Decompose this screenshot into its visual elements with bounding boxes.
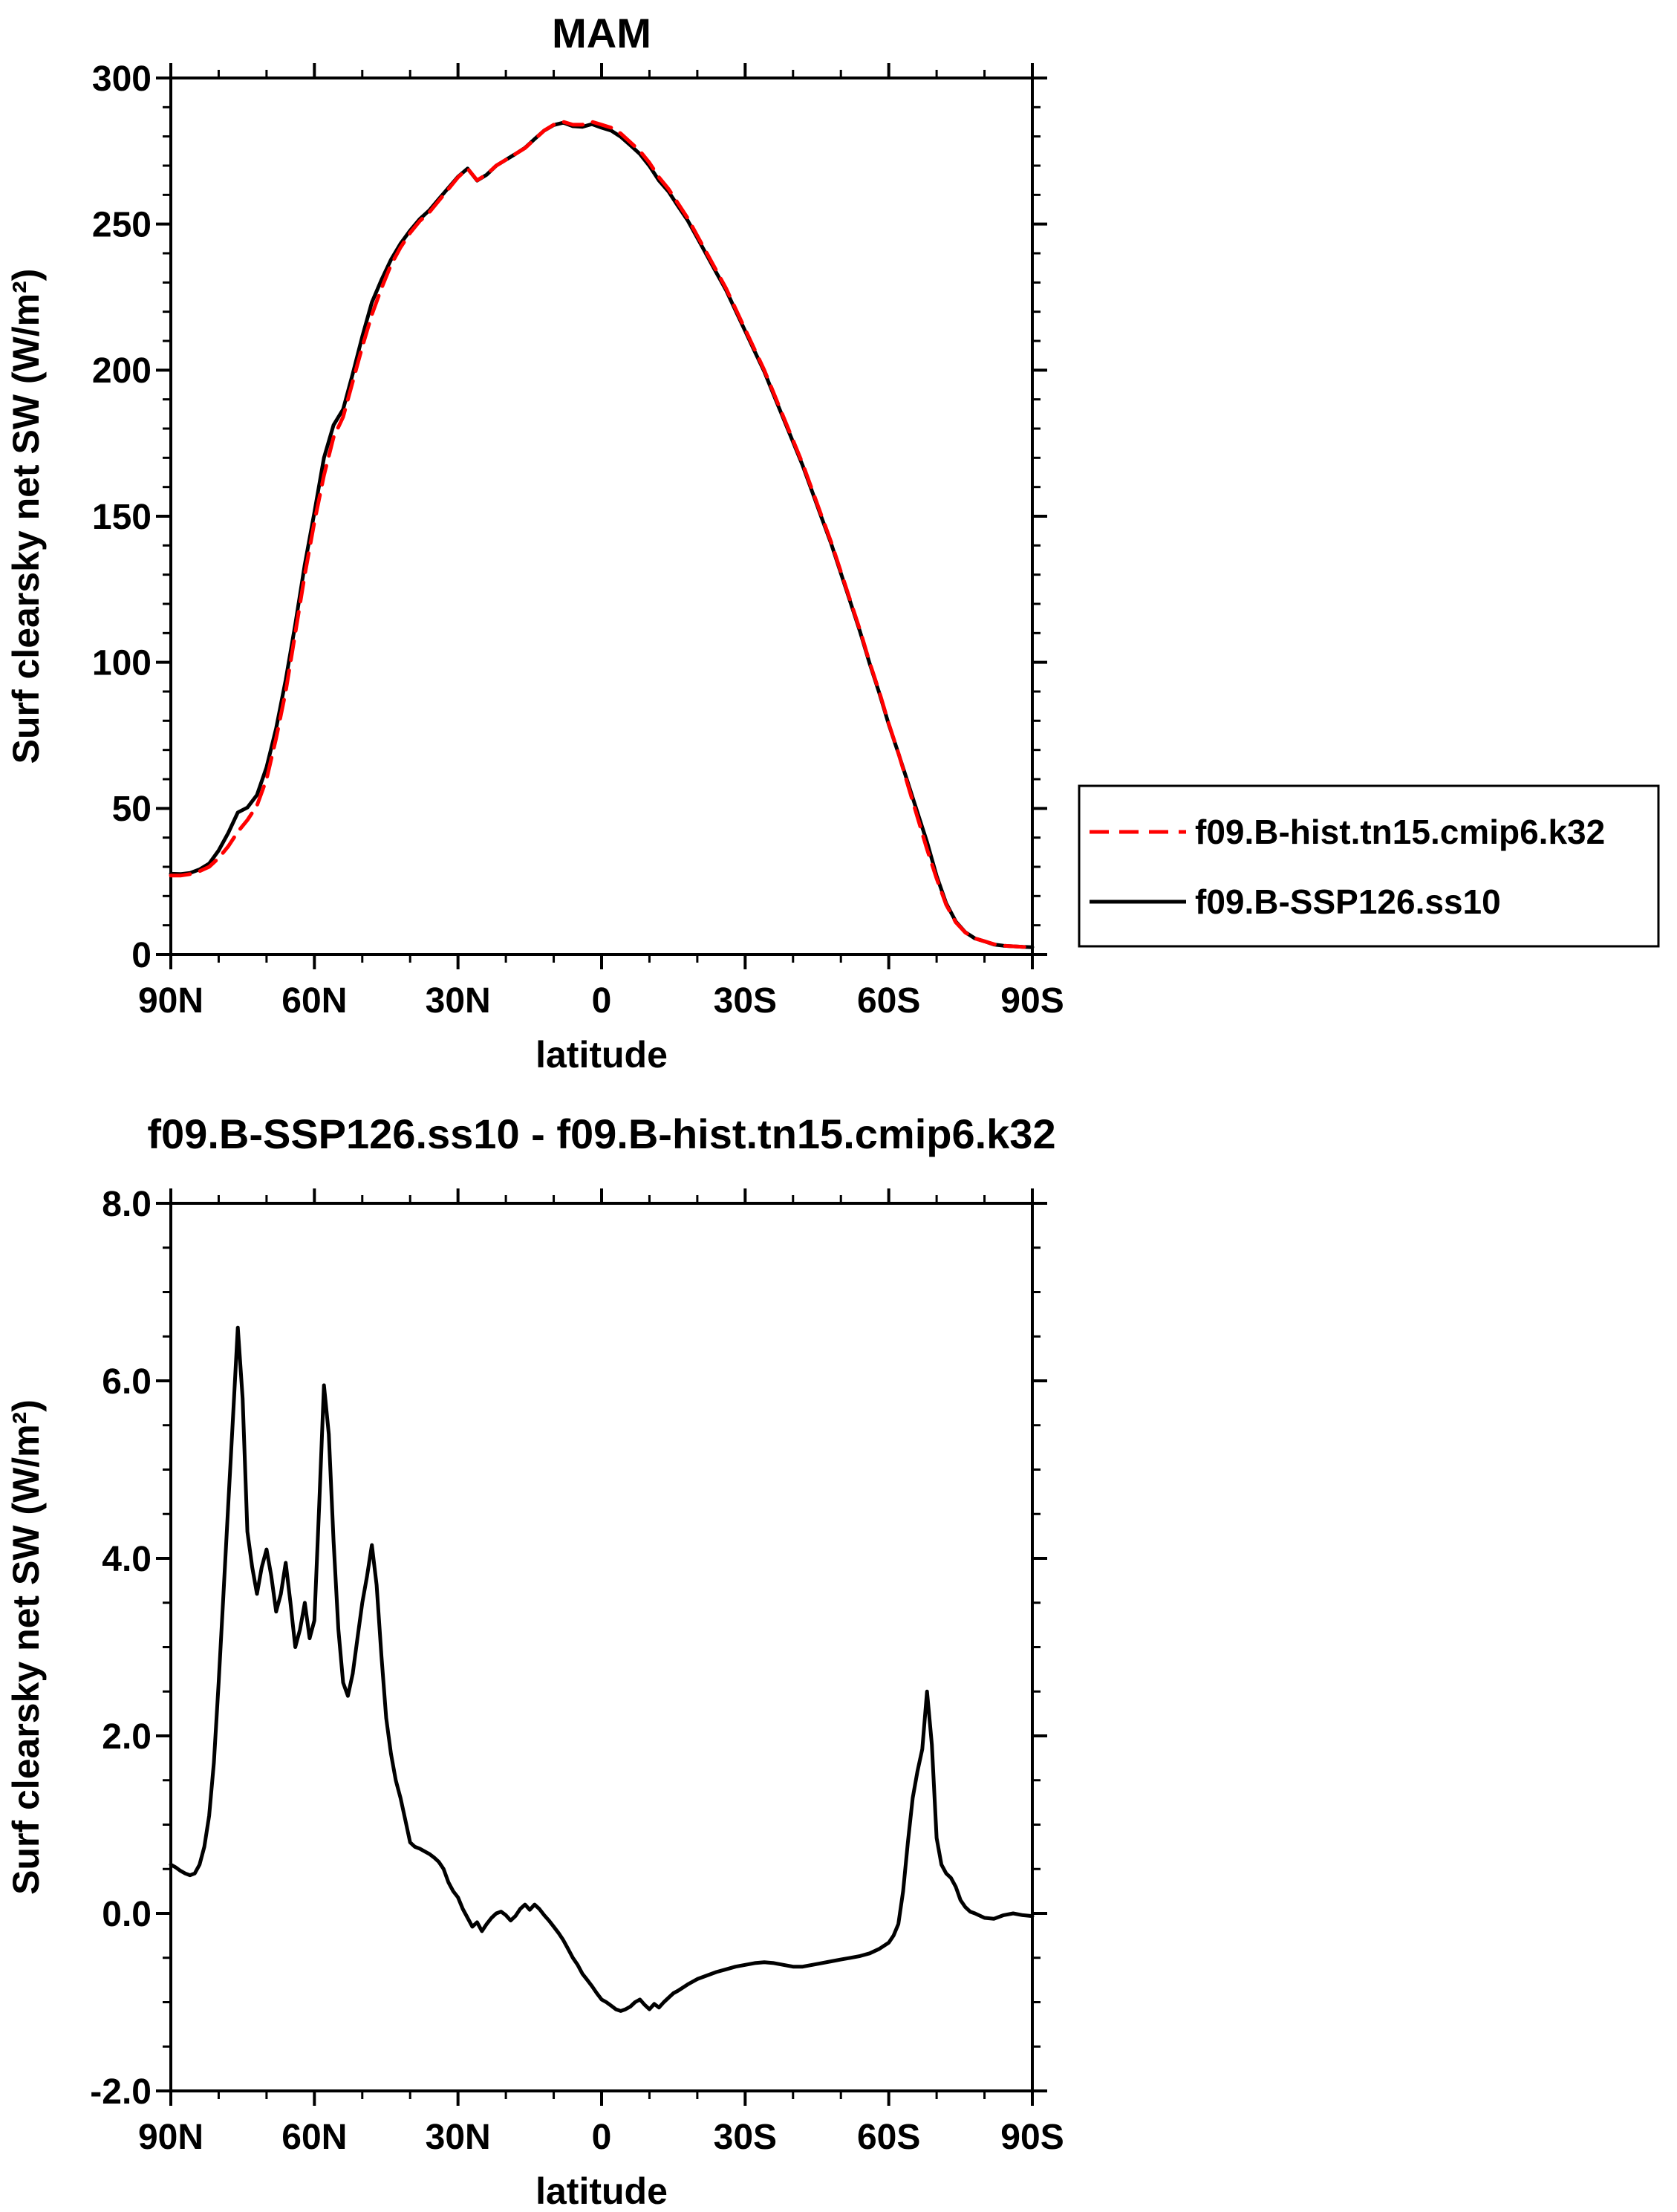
mam-panel: 90N 60N 30N 0 30S 60S 90S 0 50 100 150 200 250 300 MAM…	[0, 0, 1677, 1099]
tick-marks	[156, 63, 1047, 969]
y-tick-label: 2.0	[102, 1717, 152, 1757]
y-tick-label: 50	[112, 790, 152, 829]
tick-labels: 90N 60N 30N 0 30S 60S 90S -2.0 0.0 2.0 4.0 6.0 8.0	[90, 1185, 1064, 2157]
plot-frame	[169, 1202, 1034, 2092]
x-tick-label: 0	[592, 2118, 612, 2157]
legend-box	[1078, 784, 1660, 948]
x-tick-label: 90N	[138, 981, 203, 1021]
x-axis-label: latitude	[535, 2170, 668, 2212]
chart-title: MAM	[552, 10, 651, 56]
x-tick-label: 90S	[1000, 2118, 1064, 2157]
legend-label: f09.B-hist.tn15.cmip6.k32	[1195, 813, 1605, 851]
y-tick-label: 0	[131, 936, 152, 975]
chart-title: f09.B-SSP126.ss10 - f09.B-hist.tn15.cmip…	[147, 1110, 1055, 1157]
tick-labels: 90N 60N 30N 0 30S 60S 90S 0 50 100 150 200 250 300	[92, 59, 1064, 1021]
x-tick-label: 60S	[857, 981, 920, 1021]
plot-frame	[169, 77, 1034, 956]
x-tick-label: 0	[592, 981, 612, 1021]
x-tick-label: 60N	[281, 2118, 347, 2157]
y-tick-label: 0.0	[102, 1895, 152, 1934]
series-line-f09-b-hist-tn15-cmip6-k32	[169, 120, 1035, 949]
tick-marks	[156, 1188, 1047, 2106]
y-tick-label: -2.0	[90, 2072, 152, 2112]
x-tick-label: 30N	[426, 981, 491, 1021]
x-tick-label: 30S	[714, 981, 777, 1021]
series-line-difference	[169, 1325, 1035, 2013]
series-line-f09-b-ssp126-ss10	[169, 120, 1035, 949]
x-tick-label: 60N	[281, 981, 347, 1021]
difference-line-chart: 90N 60N 30N 0 30S 60S 90S -2.0 0.0 2.0 4.0 6.0 8.0 f0…	[5, 1110, 1064, 2212]
y-tick-label: 8.0	[102, 1185, 152, 1224]
y-tick-label: 150	[92, 498, 152, 537]
x-tick-label: 90N	[138, 2118, 203, 2157]
x-tick-label: 90S	[1000, 981, 1064, 1021]
x-tick-label: 60S	[857, 2118, 920, 2157]
x-axis-label: latitude	[535, 1034, 668, 1076]
legend-label: f09.B-SSP126.ss10	[1195, 882, 1501, 921]
y-tick-label: 200	[92, 351, 152, 391]
y-axis-label: Surf clearsky net SW (W/m²)	[5, 269, 47, 764]
difference-panel: 90N 60N 30N 0 30S 60S 90S -2.0 0.0 2.0 4.0 6.0 8.0 f0…	[0, 1099, 1677, 2212]
y-tick-label: 4.0	[102, 1540, 152, 1579]
x-tick-label: 30N	[426, 2118, 491, 2157]
x-tick-label: 30S	[714, 2118, 777, 2157]
y-tick-label: 300	[92, 59, 152, 99]
mam-line-chart: 90N 60N 30N 0 30S 60S 90S 0 50 100 150 200 250 300 MAM…	[5, 10, 1660, 1076]
y-tick-label: 6.0	[102, 1362, 152, 1402]
y-tick-label: 250	[92, 205, 152, 244]
y-axis-label: Surf clearsky net SW (W/m²)	[5, 1399, 47, 1895]
y-tick-label: 100	[92, 643, 152, 683]
